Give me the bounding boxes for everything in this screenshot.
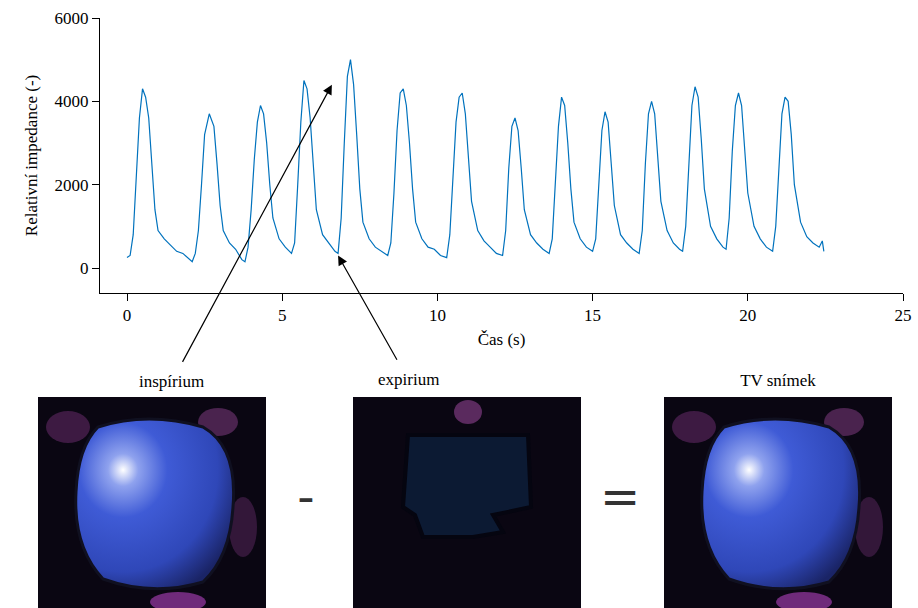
svg-text:inspírium: inspírium [139, 372, 204, 391]
svg-text:2000: 2000 [55, 176, 89, 195]
svg-text:25: 25 [895, 306, 912, 325]
svg-text:Relativní impedance (-): Relativní impedance (-) [22, 75, 41, 236]
svg-text:0: 0 [123, 306, 132, 325]
html-text:TV snímek: TV snímek [740, 371, 816, 390]
svg-text:Čas (s): Čas (s) [478, 330, 526, 349]
svg-text:expirium: expirium [378, 370, 439, 389]
svg-text:10: 10 [429, 306, 446, 325]
svg-text:4000: 4000 [55, 92, 89, 111]
svg-text:15: 15 [584, 306, 601, 325]
svg-text:20: 20 [739, 306, 756, 325]
svg-text:5: 5 [278, 306, 287, 325]
svg-text:0: 0 [80, 259, 89, 278]
svg-text:6000: 6000 [55, 9, 89, 28]
